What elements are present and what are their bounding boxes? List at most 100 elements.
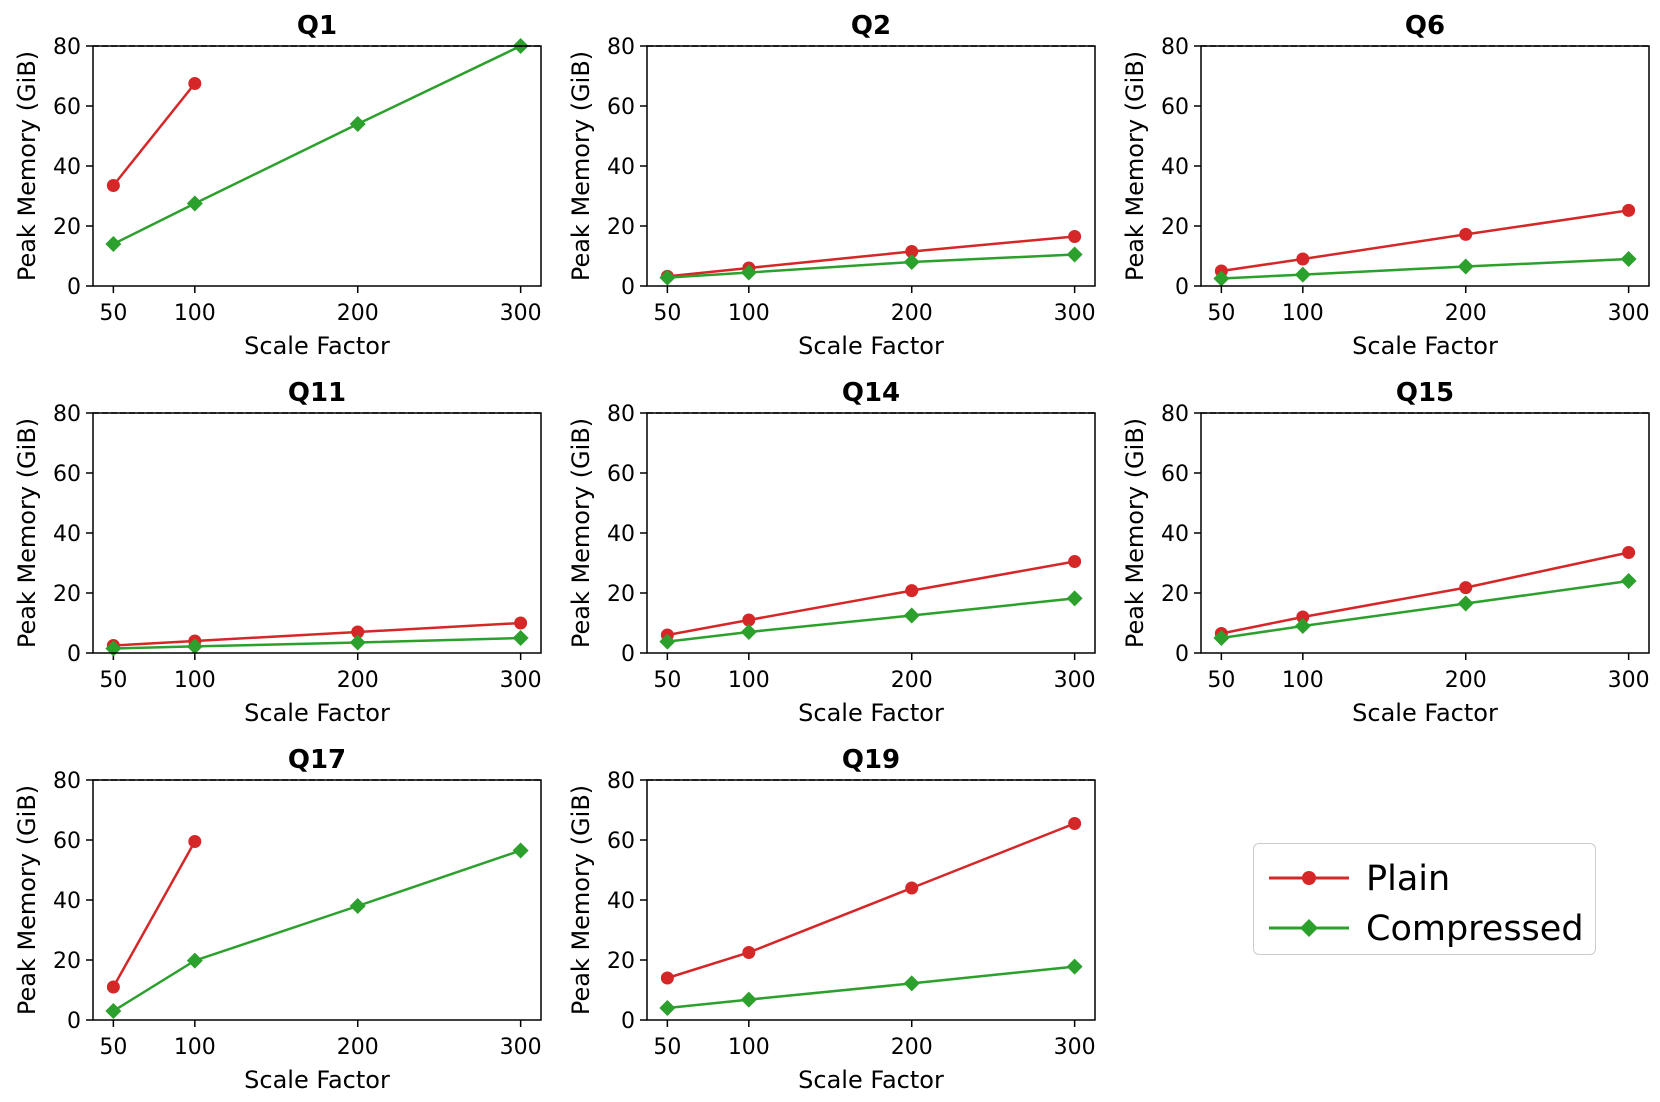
q11-plain-point — [351, 625, 365, 639]
q2-ylabel: Peak Memory (GiB) — [567, 51, 595, 281]
q15-compressed-point — [1213, 630, 1230, 646]
q14-compressed-point — [1066, 590, 1083, 607]
q19-xtick-label: 200 — [891, 1035, 933, 1060]
q1-xtick-label: 300 — [500, 301, 542, 326]
q2-plain-line — [667, 235, 1075, 278]
q17-xtick-label: 300 — [500, 1035, 542, 1060]
q15-plain-point — [1296, 610, 1310, 624]
q6-ytick-label: 80 — [1161, 35, 1189, 60]
q11-plot-frame — [92, 412, 542, 654]
q11-compressed-line — [113, 636, 521, 650]
q19-compressed-point — [740, 991, 757, 1008]
q14-compressed-line — [667, 597, 1075, 643]
q6-xlabel: Scale Factor — [1352, 332, 1498, 360]
q1-ytick-label: 20 — [53, 215, 81, 240]
q6-plain-line — [1221, 209, 1629, 273]
q19-compressed-point — [1066, 958, 1083, 975]
q1-xtick-label: 200 — [337, 301, 379, 326]
q1-ylabel: Peak Memory (GiB) — [13, 51, 41, 281]
q14-ytick-label: 0 — [621, 642, 635, 667]
q14-compressed-point — [659, 633, 676, 650]
q15-xtick-label: 50 — [1207, 668, 1235, 693]
q19-xtick-label: 300 — [1054, 1035, 1096, 1060]
q19-xtick-label: 100 — [728, 1035, 770, 1060]
q2-compressed-line — [667, 253, 1075, 279]
q6-plot-frame — [1200, 45, 1650, 287]
q2-ytick-label: 20 — [607, 215, 635, 240]
q14-ylabel: Peak Memory (GiB) — [567, 418, 595, 648]
q1-compressed-line — [112, 44, 522, 246]
q2-xlabel: Scale Factor — [798, 332, 944, 360]
q14-plot-frame — [646, 412, 1096, 654]
q14-plain-point — [1068, 555, 1082, 568]
q6-plain-point — [1459, 227, 1473, 241]
q17-xtick-label: 100 — [174, 1035, 216, 1060]
q15-xtick-label: 200 — [1445, 668, 1487, 693]
q6-ytick-label: 20 — [1161, 215, 1189, 240]
q17-xlabel: Scale Factor — [244, 1066, 390, 1094]
q19-plot-frame — [646, 779, 1096, 1021]
q17-compressed-point — [512, 842, 529, 859]
q17-ytick-label: 0 — [67, 1009, 81, 1034]
q1-plain-point — [188, 77, 202, 90]
q14-xtick-label: 200 — [891, 668, 933, 693]
q19-plain-line — [666, 822, 1076, 980]
q2-ytick-label: 40 — [607, 155, 635, 180]
q1-ytick-label: 40 — [53, 155, 81, 180]
q15-compressed-line — [1221, 579, 1629, 640]
q2-xtick-label: 100 — [728, 301, 770, 326]
q15-plot-frame — [1200, 412, 1650, 654]
legend-compressed-marker-icon — [1269, 919, 1349, 937]
q11-ylabel: Peak Memory (GiB) — [13, 418, 41, 648]
q6-compressed-point — [1213, 270, 1230, 287]
q2-plot-frame — [646, 45, 1096, 287]
q14-plain-point — [905, 584, 919, 598]
q1-plain-point — [106, 179, 120, 192]
q6-compressed-point — [1620, 251, 1637, 267]
q17-title: Q17 — [288, 745, 346, 775]
q2-compressed-point — [1066, 246, 1083, 263]
legend-label-compressed: Compressed — [1366, 909, 1584, 949]
q15-plain-point — [1622, 546, 1636, 559]
q6-compressed-point — [1457, 258, 1474, 275]
q19-compressed-point — [903, 975, 920, 992]
q19-ytick-label: 80 — [607, 769, 635, 794]
q14-ytick-label: 80 — [607, 402, 635, 427]
q11-plain-point — [514, 616, 528, 630]
q1-compressed-point — [186, 195, 203, 212]
q17-ytick-label: 20 — [53, 949, 81, 974]
q14-xtick-label: 300 — [1054, 668, 1096, 693]
q17-xtick-label: 200 — [337, 1035, 379, 1060]
legend-item-plain: Plain — [1254, 853, 1595, 903]
q2-plain-point — [905, 245, 919, 258]
q2-ytick-label: 60 — [607, 95, 635, 120]
q2-compressed-point — [659, 269, 676, 286]
legend-item-compressed: Compressed — [1254, 903, 1595, 953]
q11-ytick-label: 0 — [67, 642, 81, 667]
q6-ytick-label: 40 — [1161, 155, 1189, 180]
q6-plain-point — [1622, 203, 1636, 217]
q2-xtick-label: 300 — [1054, 301, 1096, 326]
q19-ytick-label: 20 — [607, 949, 635, 974]
q19-ytick-label: 60 — [607, 829, 635, 854]
q6-ylabel: Peak Memory (GiB) — [1121, 51, 1149, 281]
legend-label-plain: Plain — [1366, 859, 1451, 899]
q6-compressed-line — [1221, 257, 1629, 280]
q11-compressed-point — [186, 638, 203, 655]
q1-ytick-label: 0 — [67, 275, 81, 300]
q15-ylabel: Peak Memory (GiB) — [1121, 418, 1149, 648]
q11-compressed-point — [349, 634, 366, 651]
q11-compressed-point — [512, 630, 529, 646]
q15-compressed-point — [1294, 618, 1311, 634]
q19-compressed-point — [659, 1000, 676, 1016]
q19-xtick-label: 50 — [653, 1035, 681, 1060]
q14-compressed-point — [740, 624, 757, 640]
q2-xtick-label: 50 — [653, 301, 681, 326]
q6-xtick-label: 200 — [1445, 301, 1487, 326]
q17-compressed-point — [186, 952, 203, 969]
legend: Plain Compressed — [1253, 843, 1596, 955]
q19-ytick-label: 40 — [607, 889, 635, 914]
q17-ytick-label: 80 — [53, 769, 81, 794]
q1-plot-frame — [92, 45, 542, 287]
